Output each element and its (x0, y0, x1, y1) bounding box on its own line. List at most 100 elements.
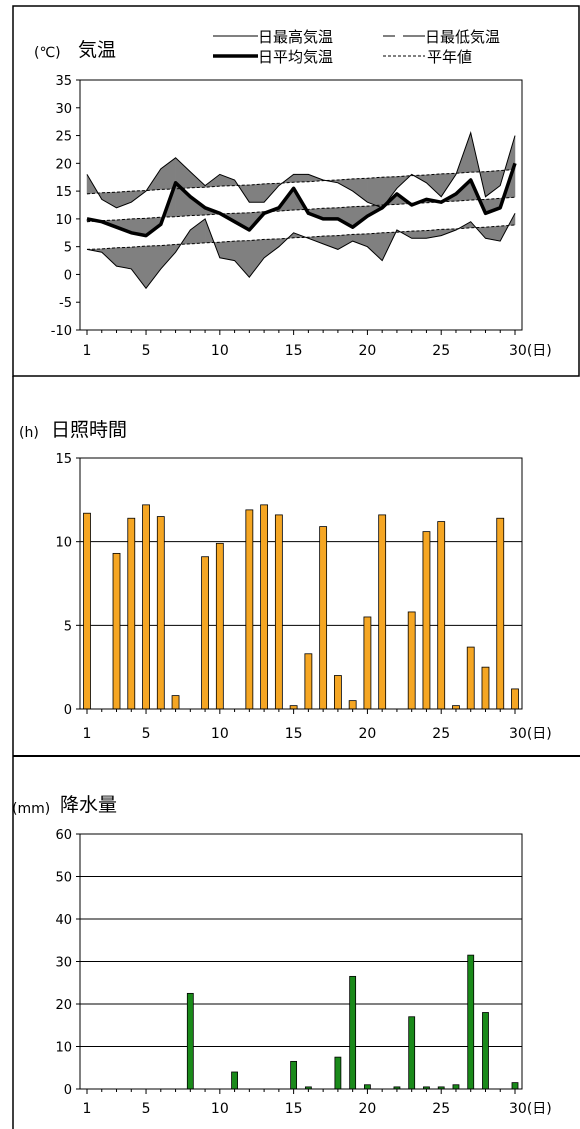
temperature-y-tick-label: 10 (55, 213, 72, 228)
temperature-legend: 日最高気温 日最低気温 日平均気温 平年値 (213, 28, 500, 66)
sunshine-bar (319, 526, 328, 710)
precipitation-bar (290, 1060, 298, 1090)
precipitation-bar (231, 1071, 238, 1090)
sunshine-x-tick-label: 1 (83, 726, 92, 742)
precipitation-bar (408, 1016, 416, 1090)
sunshine-bar (245, 509, 254, 710)
temperature-deviation-area (101, 191, 117, 209)
temperature-x-tick-label: 5 (142, 343, 151, 359)
sunshine-x-tick-label: 5 (142, 726, 151, 742)
sunshine-x-tick-label: 10 (211, 726, 229, 742)
temperature-deviation-area (219, 174, 235, 187)
precipitation-x-tick-label: 1 (83, 1101, 92, 1117)
temperature-deviation-area (116, 246, 132, 270)
sunshine-bar (407, 611, 416, 710)
precipitation-x-tick-label: 5 (142, 1101, 151, 1117)
precipitation-bars (186, 954, 519, 1090)
temperature-unit-label: (℃) (34, 45, 61, 61)
sunshine-gridlines (80, 541, 522, 626)
legend-label-max: 日最高気温 (258, 28, 333, 46)
temperature-x-tick-label: 15 (285, 343, 303, 359)
temperature-y-tick-label: 25 (55, 130, 72, 145)
series-line-normal (86, 224, 516, 250)
sunshine-bar (466, 646, 475, 710)
temperature-y-tick-label: -10 (51, 324, 72, 339)
panel-frames (12, 5, 580, 1129)
temperature-y-tick-label: 5 (64, 241, 72, 256)
sunshine-unit-label: (h) (19, 425, 39, 441)
sunshine-bar (83, 512, 91, 710)
precipitation-y-tick-label: 20 (55, 998, 72, 1013)
sunshine-bar (363, 616, 372, 710)
temperature-plot-frame (79, 79, 523, 331)
sunshine-plot-frame (79, 457, 523, 710)
temperature-deviation-area (131, 245, 147, 290)
precipitation-bar (452, 1084, 460, 1090)
temperature-x-tick-label: 20 (358, 343, 376, 359)
sunshine-bar (171, 695, 180, 710)
temperature-deviation-area (145, 245, 162, 290)
temperature-deviation-area (219, 240, 235, 261)
sunshine-y-tick-label: 15 (55, 452, 72, 467)
temperature-deviation-fills (86, 132, 516, 290)
temperature-deviation-area (322, 235, 339, 250)
temperature-x-tick-label: 25 (432, 343, 450, 359)
precipitation-bar (511, 1082, 519, 1090)
precipitation-bar (349, 975, 357, 1090)
sunshine-bar (260, 504, 269, 710)
precipitation-y-tick-label: 50 (55, 871, 72, 886)
temperature-deviation-area (160, 244, 176, 270)
precipitation-x-tick-label: 20 (358, 1101, 376, 1117)
sunshine-bar (127, 517, 136, 710)
sunshine-y-tick-label: 5 (64, 619, 72, 634)
sunshine-bar (348, 700, 357, 710)
temperature-y-tick-label: 35 (55, 74, 72, 89)
sunshine-bars (83, 504, 519, 710)
precipitation-x-tick-label: 15 (285, 1101, 303, 1117)
precipitation-y-tick-label: 0 (64, 1083, 72, 1098)
sunshine-x-tick-label: 15 (285, 726, 303, 742)
sunshine-bar (437, 521, 446, 710)
sunshine-y-tick-label: 0 (64, 703, 72, 718)
sunshine-bar (496, 517, 505, 710)
precipitation-bar (334, 1056, 342, 1090)
temperature-chart-title: 気温 (78, 39, 116, 61)
sunshine-x-tick-label: 25 (432, 726, 450, 742)
temperature-deviation-area (249, 183, 265, 203)
precipitation-x-tick-label: 10 (211, 1101, 229, 1117)
sunshine-bar (201, 556, 209, 710)
temperature-x-tick-label: 10 (211, 343, 229, 359)
sunshine-bar (481, 666, 490, 710)
series-line-daily-min (86, 213, 516, 290)
temperature-deviation-area (352, 178, 368, 203)
series-line-daily-max (86, 131, 516, 209)
temperature-y-tick-label: -5 (59, 296, 72, 311)
sunshine-bar (112, 552, 121, 710)
sunshine-bar (215, 542, 224, 710)
precipitation-bar (482, 1012, 489, 1090)
temperature-deviation-area (249, 239, 265, 278)
temperature-deviation-area (293, 174, 309, 183)
temperature-x-tick-label: 30(日) (509, 343, 552, 359)
temperature-deviation-area (485, 170, 501, 198)
temperature-panel-frame (12, 5, 580, 377)
sunshine-bar (378, 514, 387, 710)
sunshine-bar (511, 688, 519, 710)
precipitation-y-tick-label: 10 (55, 1041, 72, 1056)
sunshine-bar (156, 516, 165, 710)
temperature-y-tick-label: 20 (55, 157, 72, 172)
temperature-deviation-area (190, 218, 206, 245)
sunshine-bar (142, 504, 150, 710)
temperature-deviation-area (234, 240, 250, 278)
temperature-chart: (℃) 気温 日最高気温 日最低気温 日平均気温 平年値 35302520151… (34, 28, 552, 359)
sunshine-y-tick-label: 10 (55, 536, 72, 551)
sunshine-bar (304, 653, 313, 710)
series-line-normal (86, 168, 516, 195)
sunshine-bar (274, 514, 283, 710)
precipitation-chart-title: 降水量 (60, 794, 117, 816)
